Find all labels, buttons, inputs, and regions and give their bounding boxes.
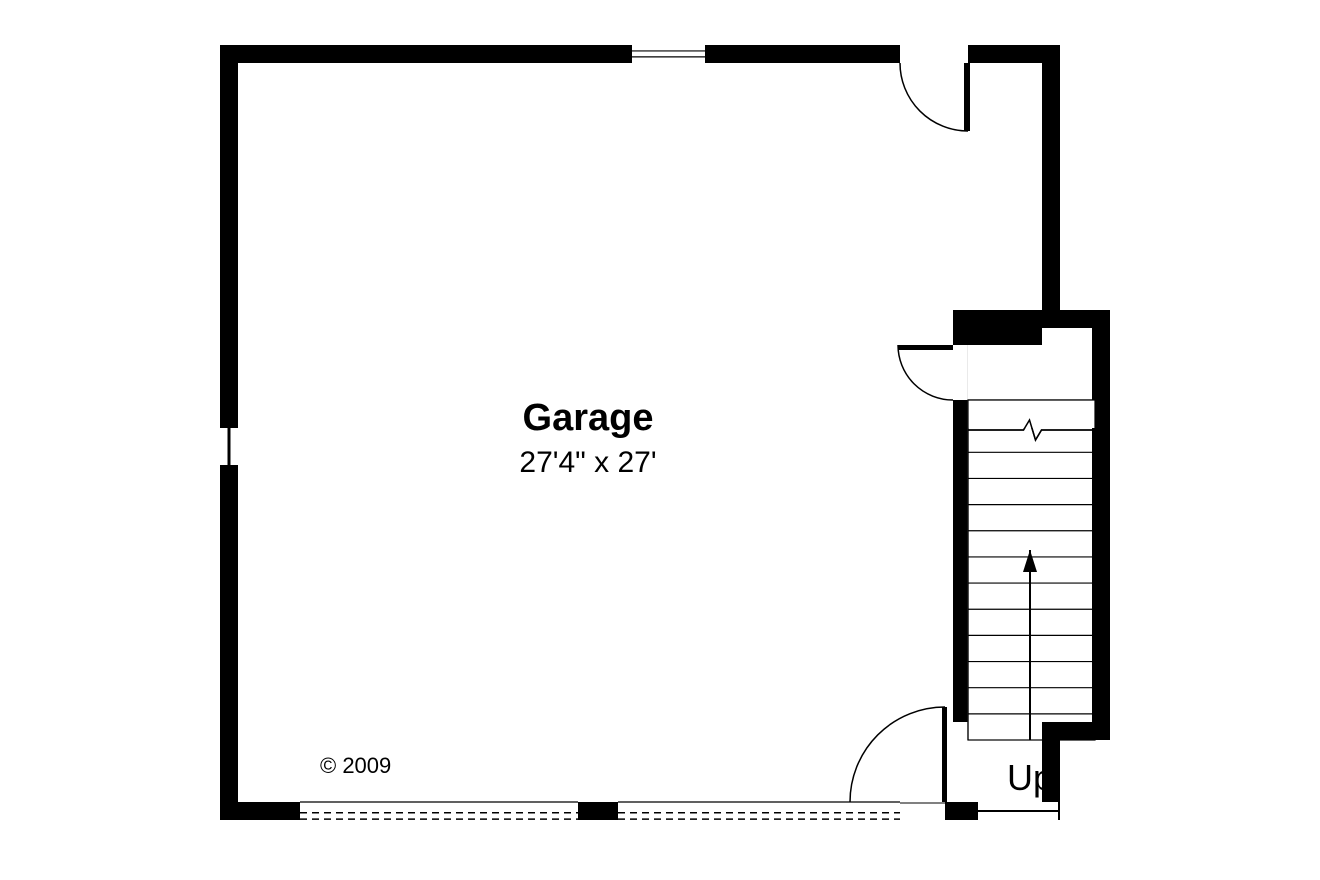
entry-door-leaf [942,707,947,802]
garage-door-1-opening [300,802,578,820]
room-title: Garage [523,397,654,439]
top-window-jamb-r [705,45,709,63]
garage-door-2-opening [618,802,900,820]
top-door-leaf [964,63,970,131]
side-door-leaf [898,345,953,350]
left-window-jamb-t [220,424,238,428]
room-dimensions: 27'4" x 27' [519,446,656,479]
side-door-opening [953,345,967,400]
floorplan-canvas: Garage 27'4" x 27' Up © 2009 [0,0,1320,880]
stair-partition-wall [953,345,967,722]
left-window-jamb-b [220,465,238,469]
top-door-opening [900,45,968,63]
top-window-jamb-l [628,45,632,63]
floorplan-svg: Garage 27'4" x 27' Up © 2009 [0,0,1320,880]
copyright-label: © 2009 [320,753,391,778]
stair-partition-top [953,310,1042,324]
stair-break-mask [968,400,1095,428]
top-window-opening [632,45,705,63]
up-label: Up [1007,757,1053,798]
